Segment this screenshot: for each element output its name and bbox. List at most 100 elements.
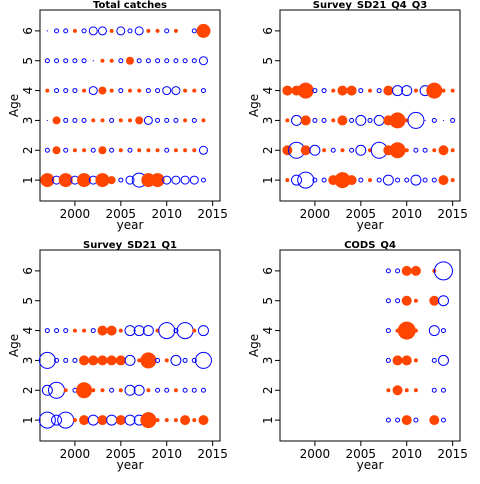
bubble-point xyxy=(155,387,161,393)
bubble-point xyxy=(429,415,440,426)
bubble-point xyxy=(340,148,345,153)
bubble-point xyxy=(389,112,406,129)
bubble-point xyxy=(142,325,154,337)
bubble-point xyxy=(450,88,455,93)
x-tick-label: 2005 xyxy=(106,447,137,461)
bubble-point xyxy=(282,85,293,96)
bubble-point xyxy=(106,414,118,426)
bubble-point xyxy=(385,328,391,334)
bubble-point xyxy=(164,117,170,123)
bubble-point xyxy=(401,85,413,97)
bubble-point xyxy=(116,26,126,36)
bubble-point xyxy=(424,119,426,122)
panel-title: CODS_Q4 xyxy=(344,240,396,251)
bubble-point xyxy=(97,26,107,36)
bubble-point xyxy=(450,148,455,153)
bubble-point xyxy=(126,56,134,65)
x-tick-label: 2015 xyxy=(197,207,228,221)
bubble-point xyxy=(437,295,449,307)
bubble-point xyxy=(321,177,327,183)
bubble-point xyxy=(376,88,382,94)
bubble-point xyxy=(413,388,418,393)
bubble-point xyxy=(358,88,364,94)
plot-frame xyxy=(279,249,461,442)
y-tick-label: 4 xyxy=(21,87,35,95)
bubble-point xyxy=(107,176,116,185)
bubble-point xyxy=(437,354,449,366)
bubble-point xyxy=(331,118,336,123)
bubble-point xyxy=(140,352,157,369)
bubble-point xyxy=(285,178,290,183)
x-axis-label: year xyxy=(357,218,384,232)
bubble-point xyxy=(155,28,160,33)
bubble-point xyxy=(410,174,422,186)
x-tick-label: 2015 xyxy=(437,207,468,221)
bubble-point xyxy=(118,177,124,183)
bubble-point xyxy=(118,388,123,393)
bubble-point xyxy=(349,147,355,153)
bubble-point xyxy=(385,298,391,304)
bubble-point xyxy=(367,117,373,123)
bubble-point xyxy=(58,173,73,188)
bubble-point xyxy=(429,295,440,306)
bubble-point xyxy=(82,328,87,333)
bubble-point xyxy=(291,174,303,186)
bubble-point xyxy=(401,415,412,426)
bubble-point xyxy=(392,385,403,396)
bubble-point xyxy=(137,88,142,93)
bubble-point xyxy=(171,175,181,185)
bubble-point xyxy=(321,88,327,94)
bubble-point xyxy=(40,173,55,188)
bubble-point xyxy=(63,147,69,153)
y-tick-label: 1 xyxy=(261,416,275,424)
bubble-point xyxy=(109,147,115,153)
y-tick-label: 1 xyxy=(261,176,275,184)
bubble-point xyxy=(87,414,99,426)
y-tick-label: 4 xyxy=(261,87,275,95)
x-tick-label: 2005 xyxy=(346,207,377,221)
bubble-point xyxy=(180,415,191,426)
bubble-point xyxy=(95,173,110,188)
bubble-point xyxy=(285,118,290,123)
bubble-point xyxy=(72,88,78,94)
bubble-point xyxy=(389,142,406,159)
bubble-point xyxy=(431,387,437,393)
bubble-point xyxy=(143,115,153,125)
bubble-point xyxy=(155,418,160,423)
x-axis-label: year xyxy=(117,218,144,232)
bubble-point xyxy=(331,88,336,93)
bubble-point xyxy=(395,417,401,423)
y-tick-label: 5 xyxy=(261,57,275,65)
bubble-point xyxy=(54,28,60,34)
bubble-point xyxy=(413,88,418,93)
bubble-point xyxy=(198,56,208,66)
bubble-point xyxy=(162,86,172,96)
bubble-point xyxy=(442,119,445,122)
bubble-point xyxy=(413,147,419,153)
bubble-point xyxy=(397,321,416,340)
bubble-point xyxy=(63,357,69,363)
bubble-point xyxy=(422,177,428,183)
bubble-point xyxy=(63,328,69,334)
bubble-point xyxy=(118,118,123,123)
bubble-point xyxy=(135,116,144,125)
bubble-point xyxy=(183,118,188,123)
bubble-point xyxy=(330,147,336,153)
y-tick-label: 4 xyxy=(261,327,275,335)
bubble-point xyxy=(312,117,318,123)
bubble-point xyxy=(173,117,179,123)
bubble-point xyxy=(182,387,188,393)
bubble-point xyxy=(309,144,321,156)
bubble-point xyxy=(90,328,96,334)
x-tick-label: 2010 xyxy=(151,207,182,221)
bubble-point xyxy=(124,325,136,337)
bubble-point xyxy=(146,148,151,153)
x-axis-label: year xyxy=(117,458,144,472)
bubble-point xyxy=(334,172,351,189)
bubble-point xyxy=(125,175,135,185)
bubble-point xyxy=(97,415,108,426)
bubble-point xyxy=(46,119,48,122)
bubble-point xyxy=(46,30,48,32)
bubble-point xyxy=(300,115,311,126)
